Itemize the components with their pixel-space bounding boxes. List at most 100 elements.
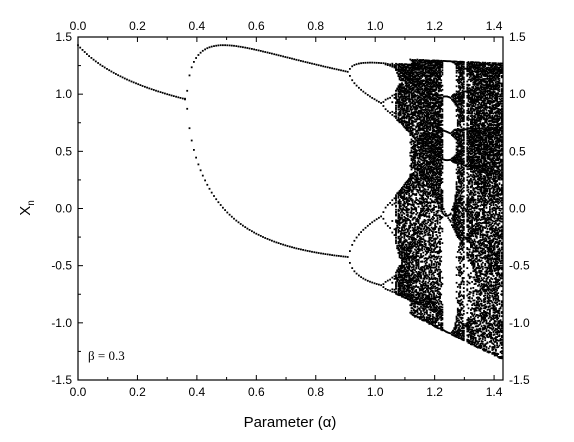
orbit-point	[437, 246, 439, 248]
orbit-point	[401, 217, 403, 219]
orbit-point	[193, 149, 195, 151]
orbit-point	[251, 48, 253, 50]
orbit-point	[211, 46, 213, 48]
orbit-point	[380, 216, 382, 218]
orbit-point	[269, 52, 271, 54]
orbit-point	[200, 169, 202, 171]
orbit-point	[456, 75, 458, 77]
orbit-point	[407, 214, 409, 216]
orbit-point	[380, 102, 382, 104]
orbit-point	[209, 188, 211, 190]
orbit-point	[387, 110, 389, 112]
orbit-point	[340, 255, 342, 257]
orbit-point	[411, 305, 413, 307]
orbit-point	[428, 274, 430, 276]
orbit-point	[287, 245, 289, 247]
orbit-point	[395, 117, 397, 119]
orbit-point	[385, 288, 387, 290]
orbit-point	[387, 63, 389, 65]
orbit-point	[425, 281, 427, 283]
orbit-point	[408, 120, 410, 122]
orbit-point	[169, 94, 171, 96]
orbit-point	[436, 206, 438, 208]
orbit-point	[427, 207, 429, 209]
orbit-point	[240, 223, 242, 225]
orbit-point	[438, 266, 440, 268]
orbit-point	[418, 132, 420, 134]
orbit-point	[395, 110, 397, 112]
orbit-point	[413, 204, 415, 206]
y-tick-label: 1.5	[55, 30, 72, 44]
orbit-point	[450, 97, 452, 99]
orbit-point	[351, 79, 353, 81]
orbit-point	[395, 241, 397, 243]
orbit-point	[442, 307, 444, 309]
orbit-point	[440, 260, 442, 262]
orbit-point	[412, 202, 414, 204]
orbit-point	[84, 51, 86, 53]
orbit-point	[191, 66, 193, 68]
orbit-point	[401, 214, 403, 216]
orbit-point	[93, 59, 95, 61]
orbit-point	[173, 95, 175, 97]
orbit-point	[280, 243, 282, 245]
orbit-point	[439, 235, 441, 237]
orbit-point	[439, 184, 441, 186]
orbit-point	[440, 301, 442, 303]
orbit-point	[411, 250, 413, 252]
orbit-point	[433, 209, 435, 211]
orbit-point	[428, 280, 430, 282]
orbit-point	[282, 56, 284, 58]
y-tick-label: 0.5	[55, 144, 72, 158]
orbit-point	[108, 69, 110, 71]
orbit-point	[406, 206, 408, 208]
orbit-point	[251, 230, 253, 232]
orbit-point	[412, 261, 414, 263]
orbit-point	[276, 242, 278, 244]
orbit-point	[437, 236, 439, 238]
orbit-point	[434, 242, 436, 244]
orbit-point	[420, 276, 422, 278]
orbit-point	[430, 234, 432, 236]
orbit-point	[220, 204, 222, 206]
orbit-point	[438, 256, 440, 258]
orbit-point	[407, 212, 409, 214]
orbit-point	[395, 113, 397, 115]
orbit-point	[428, 232, 430, 234]
orbit-point	[442, 317, 444, 319]
orbit-point	[414, 269, 416, 271]
orbit-point	[442, 206, 444, 208]
orbit-point	[442, 117, 444, 119]
y-tick-label: -1.0	[51, 316, 72, 330]
orbit-point	[278, 54, 280, 56]
orbit-point	[430, 312, 432, 314]
orbit-point	[406, 240, 408, 242]
orbit-point	[424, 118, 426, 120]
orbit-point	[400, 111, 402, 113]
x-tick-label: 1.4	[486, 385, 503, 399]
orbit-point	[222, 44, 224, 46]
orbit-point	[354, 240, 356, 242]
orbit-point	[395, 275, 397, 277]
orbit-point	[400, 235, 402, 237]
orbit-point	[422, 252, 424, 254]
orbit-point	[420, 253, 422, 255]
orbit-point	[425, 308, 427, 310]
orbit-point	[120, 75, 122, 77]
orbit-point	[383, 101, 385, 103]
orbit-point	[442, 63, 444, 65]
orbit-point	[374, 62, 376, 64]
orbit-point	[111, 71, 113, 73]
orbit-point	[302, 61, 304, 63]
orbit-point	[395, 206, 397, 208]
orbit-point	[440, 238, 442, 240]
orbit-point	[443, 208, 445, 210]
orbit-point	[422, 197, 424, 199]
orbit-point	[264, 51, 266, 53]
orbit-point	[414, 305, 416, 307]
orbit-point	[399, 210, 401, 212]
orbit-point	[418, 252, 420, 254]
x-tick-label-top: 0.6	[248, 19, 265, 33]
orbit-point	[401, 236, 403, 238]
orbit-point	[325, 253, 327, 255]
